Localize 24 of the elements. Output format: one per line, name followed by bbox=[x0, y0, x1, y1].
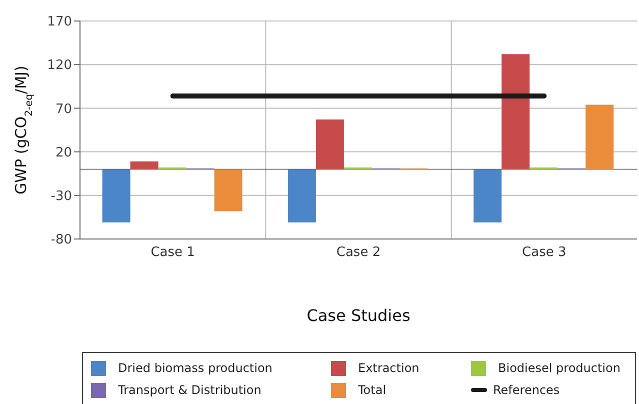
bar bbox=[102, 169, 130, 222]
bar bbox=[130, 161, 158, 170]
y-tick-label: 120 bbox=[47, 58, 72, 74]
legend-label: Total bbox=[358, 383, 386, 397]
x-tick-label: Case 3 bbox=[522, 245, 566, 260]
legend-label: Extraction bbox=[358, 361, 420, 375]
bar bbox=[502, 54, 530, 170]
bar bbox=[288, 169, 316, 222]
legend-label: Transport & Distribution bbox=[118, 383, 262, 397]
legend-label: Biodiesel production bbox=[498, 361, 620, 375]
y-tick-label: 20 bbox=[55, 145, 72, 160]
bar bbox=[586, 104, 614, 170]
y-tick-label: 70 bbox=[55, 102, 72, 117]
x-tick-label: Case 1 bbox=[150, 245, 195, 260]
legend-label: Dried biomass production bbox=[118, 361, 272, 375]
x-tick-label: Case 2 bbox=[336, 245, 381, 260]
legend-label: References bbox=[493, 383, 560, 397]
y-tick-label: -30 bbox=[50, 189, 72, 204]
x-axis-title: Case Studies bbox=[306, 306, 410, 325]
y-tick-label: 170 bbox=[47, 14, 72, 30]
bar bbox=[316, 120, 344, 170]
bar bbox=[214, 169, 242, 212]
bar bbox=[474, 169, 502, 222]
y-tick-label: -80 bbox=[50, 232, 72, 248]
